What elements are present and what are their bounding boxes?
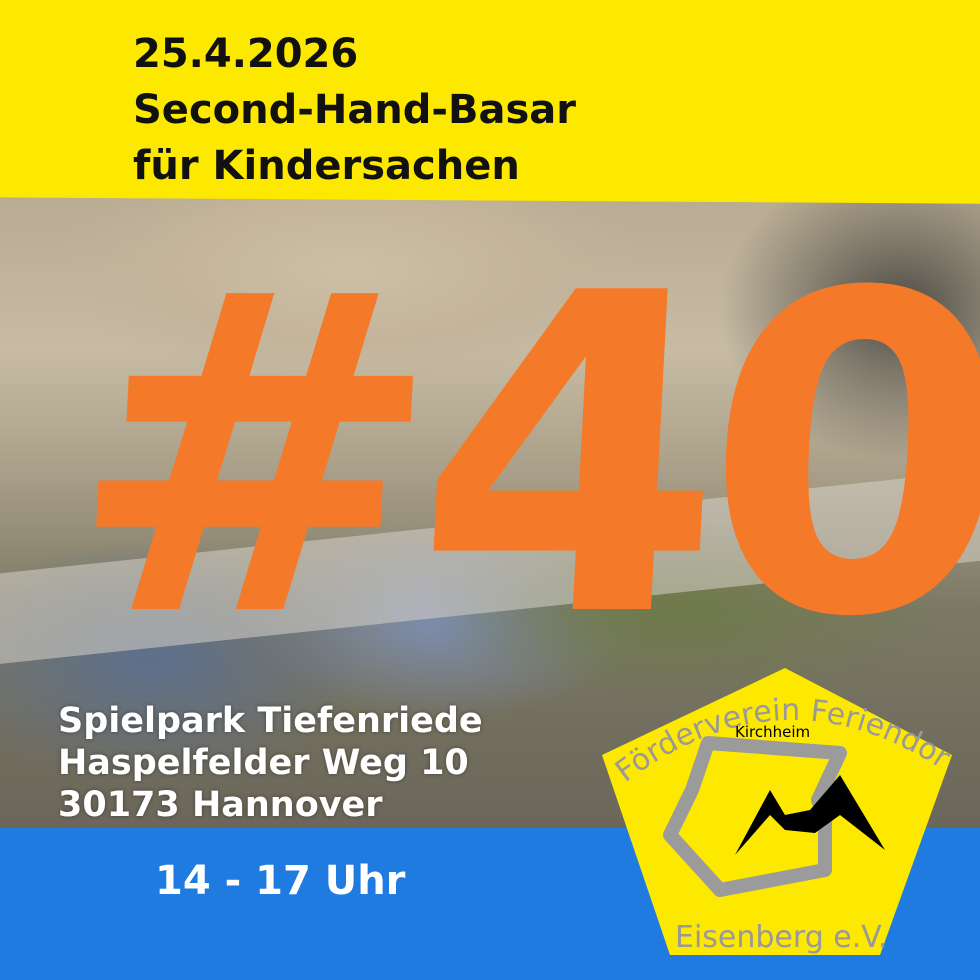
- edition-number: #40: [56, 201, 980, 713]
- top-banner: [0, 0, 980, 204]
- logo-bottom-text: Eisenberg e.V.: [675, 920, 887, 955]
- event-time: 14 - 17 Uhr: [155, 858, 406, 904]
- headline: 25.4.2026 Second-Hand-Basar für Kindersa…: [133, 26, 576, 194]
- city: 30173 Hannover: [58, 785, 383, 825]
- event-subtitle: für Kindersachen: [133, 143, 520, 189]
- street: Haspelfelder Weg 10: [58, 743, 469, 783]
- address: Spielpark Tiefenriede Haspelfelder Weg 1…: [58, 700, 483, 826]
- venue-name: Spielpark Tiefenriede: [58, 701, 483, 741]
- mountain-icon: [735, 775, 885, 855]
- logo-gray-shape: [663, 736, 847, 897]
- club-logo: Förderverein Feriendorf Kirchheim Eisenb…: [600, 665, 955, 955]
- logo-kirchheim: Kirchheim: [735, 723, 810, 741]
- event-date: 25.4.2026: [133, 31, 359, 77]
- event-title: Second-Hand-Basar: [133, 87, 577, 133]
